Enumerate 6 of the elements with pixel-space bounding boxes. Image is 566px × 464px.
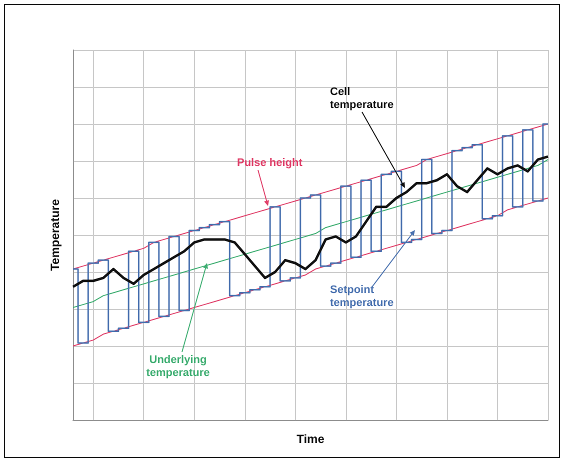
x-axis-title: Time [296,432,325,446]
text: Underlying temperature [145,354,211,380]
series-label: Setpoint temperature [330,284,395,310]
text: Pulse height [237,157,304,170]
text: Cell temperature [330,86,395,112]
y-axis-title: Temperature [48,198,62,271]
